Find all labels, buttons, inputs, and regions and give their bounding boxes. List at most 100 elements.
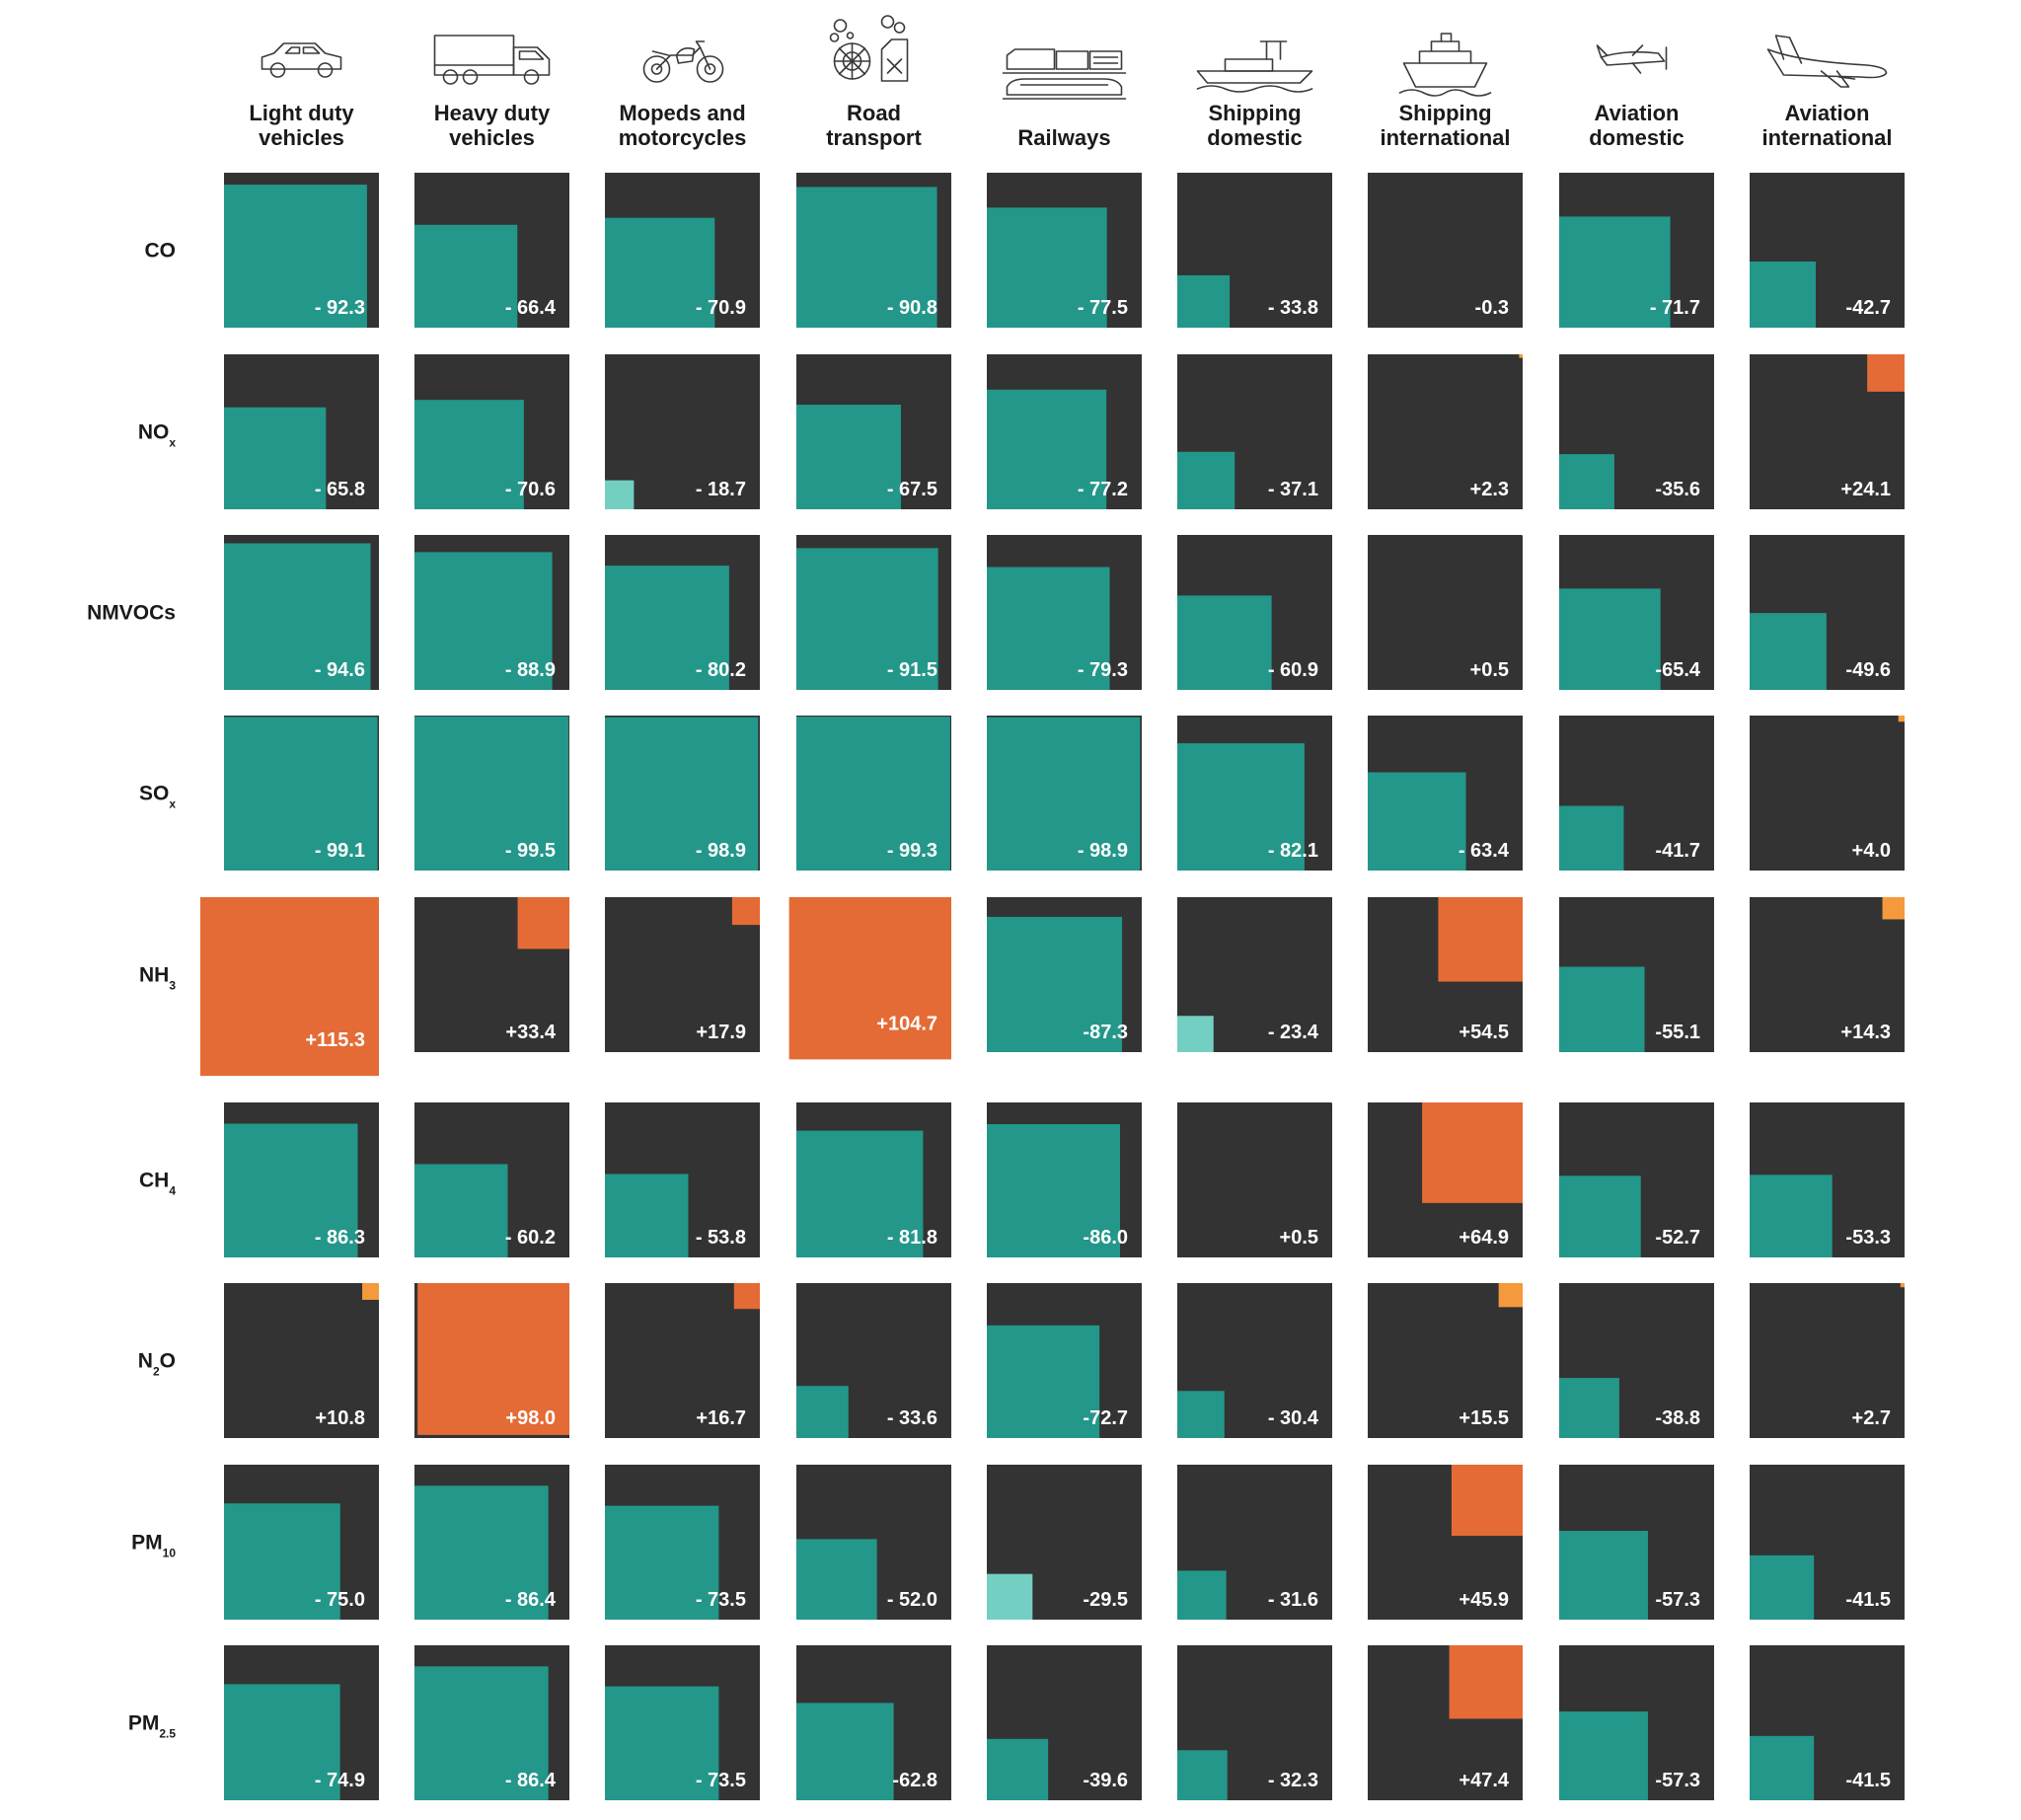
value-label: - 32.3	[1268, 1770, 1318, 1791]
cell: -52.7	[1559, 1102, 1714, 1257]
value-label: -49.6	[1845, 659, 1891, 681]
value-label: -55.1	[1655, 1022, 1700, 1043]
row-label-main: N	[138, 1350, 153, 1373]
decrease-square	[1559, 805, 1624, 871]
increase-square	[417, 1283, 569, 1435]
decrease-square	[796, 1539, 877, 1620]
decrease-square	[1559, 1378, 1619, 1438]
cell-background	[1750, 897, 1905, 1052]
cell: +47.4	[1368, 1645, 1523, 1800]
decrease-square	[224, 1123, 358, 1257]
decrease-square	[224, 543, 371, 690]
decrease-square	[1559, 1175, 1641, 1257]
value-label: -41.7	[1655, 840, 1700, 862]
cell: +64.9	[1368, 1102, 1523, 1257]
value-label: - 73.5	[696, 1770, 746, 1791]
value-label: -0.3	[1475, 297, 1509, 319]
cell: -57.3	[1559, 1465, 1714, 1620]
column-label-line2: motorcycles	[619, 125, 747, 150]
cell: - 80.2	[605, 535, 760, 690]
value-label: -57.3	[1655, 1589, 1700, 1611]
column-label: Aviation domestic	[1589, 101, 1684, 150]
decrease-square	[987, 1123, 1121, 1257]
row-label-sub: 3	[169, 979, 176, 993]
column-label: Shipping domestic	[1207, 101, 1303, 150]
value-label: - 23.4	[1268, 1022, 1319, 1043]
value-label: +98.0	[505, 1407, 556, 1429]
decrease-square	[1750, 1555, 1815, 1620]
value-label: -35.6	[1655, 479, 1700, 500]
ship-icon	[1398, 33, 1492, 97]
increase-square	[362, 1283, 379, 1300]
cell: - 67.5	[796, 354, 951, 509]
cell: - 70.9	[605, 173, 760, 328]
value-label: - 63.4	[1459, 840, 1510, 862]
decrease-square	[987, 1573, 1033, 1620]
decrease-square	[987, 389, 1107, 509]
decrease-square	[987, 1738, 1049, 1800]
cell: -41.7	[1559, 716, 1714, 871]
cell: +115.3	[199, 897, 379, 1077]
value-label: - 60.2	[505, 1227, 556, 1249]
cell: - 73.5	[605, 1465, 760, 1620]
value-label: - 70.9	[696, 297, 746, 319]
cell: -35.6	[1559, 354, 1714, 509]
value-label: - 86.3	[315, 1227, 365, 1249]
decrease-square	[605, 1174, 689, 1257]
value-label: -38.8	[1655, 1407, 1700, 1429]
cell: - 90.8	[796, 173, 951, 328]
row-label: SOx	[139, 783, 176, 811]
decrease-square	[605, 217, 715, 328]
decrease-square	[605, 566, 729, 690]
value-label: +16.7	[696, 1407, 746, 1429]
value-label: -39.6	[1083, 1770, 1128, 1791]
decrease-square	[987, 207, 1107, 328]
cell: -65.4	[1559, 535, 1714, 690]
row-label-tail: O	[160, 1350, 176, 1373]
decrease-square	[605, 480, 635, 509]
value-label: +2.3	[1470, 479, 1509, 500]
cell: - 91.5	[796, 535, 951, 690]
cell: +24.1	[1750, 354, 1905, 509]
cell: +0.5	[1177, 1102, 1332, 1257]
column-label: Mopeds and motorcycles	[619, 101, 747, 150]
decrease-square	[414, 1485, 549, 1620]
increase-square	[1449, 1645, 1523, 1719]
decrease-square	[605, 1686, 719, 1800]
increase-square	[1422, 1102, 1523, 1203]
value-label: +45.9	[1459, 1589, 1509, 1611]
value-label: - 33.6	[887, 1407, 937, 1429]
increase-square	[1438, 897, 1523, 982]
decrease-square	[1750, 613, 1827, 690]
cell: -42.7	[1750, 173, 1905, 328]
value-label: - 65.8	[315, 479, 365, 500]
value-label: - 71.7	[1650, 297, 1700, 319]
value-label: - 86.4	[505, 1770, 557, 1791]
value-label: - 74.9	[315, 1770, 365, 1791]
value-label: -52.7	[1655, 1227, 1700, 1249]
value-label: -29.5	[1083, 1589, 1128, 1611]
cell: - 86.4	[414, 1645, 569, 1800]
cell: -87.3	[987, 897, 1142, 1052]
value-label: +24.1	[1840, 479, 1891, 500]
decrease-square	[1750, 261, 1817, 328]
row-label-main: PM	[128, 1712, 160, 1735]
decrease-square	[1559, 966, 1645, 1052]
cell: -49.6	[1750, 535, 1905, 690]
row-label-sub: 4	[169, 1184, 176, 1198]
row-label-sub: 10	[163, 1547, 177, 1560]
column-label-line1: Aviation	[1785, 101, 1870, 125]
column-label: Heavy duty vehicles	[434, 101, 551, 150]
value-label: - 98.9	[1078, 840, 1128, 862]
cell: -38.8	[1559, 1283, 1714, 1438]
decrease-square	[224, 407, 327, 509]
cell: -72.7	[987, 1283, 1142, 1438]
decrease-square	[414, 224, 518, 328]
cell: - 86.4	[414, 1465, 569, 1620]
cell: -86.0	[987, 1102, 1142, 1257]
value-label: - 98.9	[696, 840, 746, 862]
decrease-square	[1177, 274, 1231, 328]
cell: - 53.8	[605, 1102, 760, 1257]
cell: - 82.1	[1177, 716, 1332, 871]
value-label: - 30.4	[1268, 1407, 1319, 1429]
